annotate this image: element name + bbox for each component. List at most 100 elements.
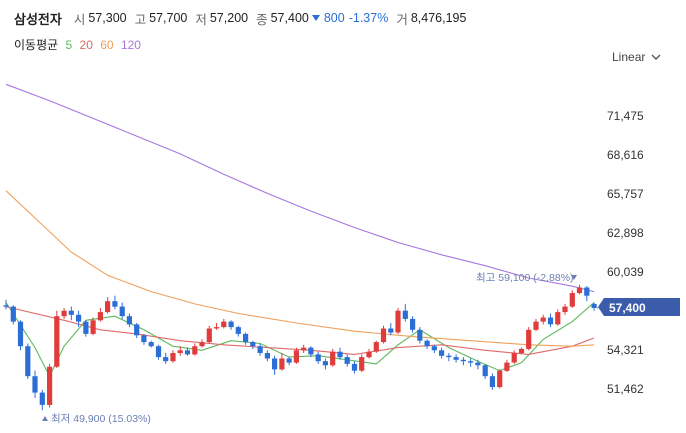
scale-select[interactable]: Linear	[612, 50, 661, 64]
low-label: 저	[195, 12, 207, 27]
last-price-label: 57,400	[609, 301, 646, 315]
candle-body	[10, 306, 16, 322]
low-marker-icon	[42, 416, 48, 421]
candle-body	[330, 351, 336, 366]
chevron-down-icon	[651, 54, 661, 60]
change-percent: -1.37%	[348, 11, 389, 25]
candle-body	[192, 346, 198, 355]
close-label: 종	[256, 12, 268, 27]
candle-body	[533, 321, 539, 330]
candle-body	[221, 321, 227, 328]
candle-body	[293, 350, 299, 363]
candle-body	[395, 310, 401, 333]
candle-body	[148, 342, 154, 347]
candle-body	[61, 310, 67, 317]
candle-body	[76, 314, 82, 322]
candle-body	[54, 316, 60, 367]
ma-legend-5[interactable]: 5	[65, 38, 73, 52]
ma-legend-20[interactable]: 20	[79, 38, 93, 52]
candle-body	[213, 327, 220, 329]
low-annotation-label: 최저 49,900 (15.03%)	[51, 413, 151, 425]
candle-body	[475, 362, 481, 366]
high-label: 고	[134, 12, 147, 27]
candle-body	[351, 363, 358, 371]
candle-body	[460, 359, 466, 362]
high-value: 57,700	[149, 11, 188, 25]
candle-body	[243, 333, 249, 343]
candle-body	[402, 310, 408, 319]
candle-body	[380, 328, 387, 343]
ma-legend-60[interactable]: 60	[100, 38, 114, 52]
y-tick-label: 54,321	[607, 343, 644, 357]
candle-body	[279, 358, 285, 370]
candle-body	[359, 357, 365, 371]
open-value: 57,300	[88, 11, 127, 25]
candle-body	[518, 348, 525, 353]
candle-body	[32, 376, 38, 393]
y-tick-label: 51,462	[607, 382, 644, 396]
candle-body	[424, 340, 430, 347]
volume-value: 8,476,195	[410, 11, 467, 25]
y-tick-label: 71,475	[607, 109, 644, 123]
y-axis: 71,475 68,616 65,757 62,898 60,039 54,321 51,4…	[607, 109, 644, 396]
candle-body	[126, 316, 132, 325]
y-tick-label: 60,039	[607, 265, 644, 279]
candle-body	[97, 312, 103, 321]
candle-body	[177, 350, 183, 353]
candles	[3, 284, 598, 411]
candle-body	[569, 293, 575, 307]
candle-body	[141, 335, 147, 343]
candle-body	[504, 362, 510, 371]
candle-body	[431, 346, 437, 351]
candle-body	[344, 357, 350, 364]
candle-body	[315, 354, 321, 362]
candle-body	[540, 317, 546, 322]
candle-body	[39, 392, 45, 405]
candle-body	[47, 366, 53, 405]
candle-body	[562, 306, 568, 313]
candle-body	[576, 287, 583, 293]
high-marker-icon	[571, 275, 577, 280]
ma-line-60	[5, 190, 595, 347]
candle-body	[286, 358, 292, 363]
candle-body	[366, 351, 372, 358]
candle-body	[410, 318, 416, 330]
candle-body	[489, 376, 495, 388]
candle-body	[555, 312, 561, 325]
candle-body	[322, 361, 328, 366]
moving-average-legend: 이동평균 5 20 60 120	[14, 36, 145, 53]
last-price-badge: 57,400	[598, 298, 680, 316]
candle-body	[388, 328, 394, 333]
candle-body	[417, 329, 423, 341]
high-annotation-label: 최고 59,100 (-2.88%)	[476, 272, 574, 284]
ma-legend-120[interactable]: 120	[120, 38, 141, 52]
low-annotation: 최저 49,900 (15.03%)	[42, 413, 151, 425]
candle-body	[272, 358, 278, 370]
candle-body	[199, 342, 205, 347]
candle-body	[68, 310, 74, 315]
ma-line-120	[5, 83, 595, 293]
candle-body	[134, 324, 140, 336]
y-tick-label: 65,757	[607, 187, 644, 201]
y-tick-label: 62,898	[607, 226, 644, 240]
candle-body	[228, 321, 234, 328]
low-value: 57,200	[209, 11, 249, 25]
scale-select-value: Linear	[612, 50, 646, 64]
candle-body	[257, 346, 263, 353]
change-value: 800	[323, 11, 345, 25]
high-annotation: 최고 59,100 (-2.88%)	[476, 272, 577, 284]
candle-body	[206, 328, 212, 343]
candle-body	[482, 365, 488, 377]
candle-body	[373, 342, 379, 352]
candle-body	[497, 370, 503, 388]
candle-body	[591, 303, 597, 308]
candle-body	[3, 305, 9, 307]
candle-body	[250, 342, 256, 347]
candle-body	[584, 287, 590, 296]
candle-body	[90, 320, 96, 334]
stock-name: 삼성전자	[14, 11, 62, 27]
candle-body	[163, 357, 169, 362]
candle-body	[453, 357, 459, 360]
candle-body	[301, 347, 307, 351]
